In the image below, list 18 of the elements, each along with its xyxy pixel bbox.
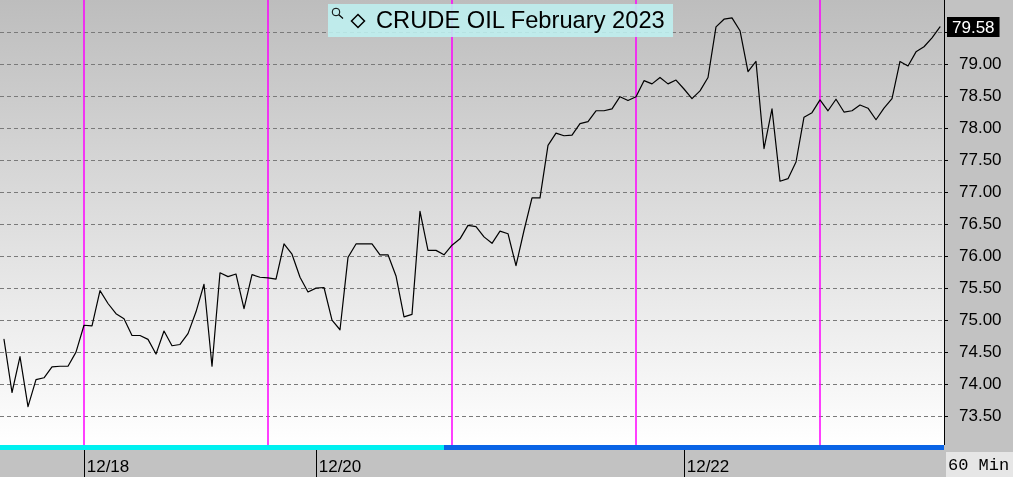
text: 79.58 — [952, 17, 995, 37]
y-tick-label: 76.00 — [959, 245, 1002, 265]
y-tick-label: 74.50 — [959, 341, 1002, 361]
y-tick-label: 77.50 — [959, 149, 1002, 169]
chart-title: CRUDE OIL February 2023 — [376, 7, 665, 34]
y-tick-label: 79.00 — [959, 53, 1002, 73]
x-tick-label: 12/20 — [318, 456, 362, 476]
x-tick-label: 12/18 — [86, 456, 130, 476]
y-tick-label: 77.00 — [959, 181, 1002, 201]
y-tick-label: 73.50 — [959, 405, 1002, 425]
x-tick-label: 12/22 — [686, 456, 730, 476]
y-tick-label: 75.00 — [959, 309, 1002, 329]
y-tick-label: 78.00 — [959, 117, 1002, 137]
y-tick-label: 74.00 — [959, 373, 1002, 393]
y-tick-label: 75.50 — [959, 277, 1002, 297]
y-tick-label: 78.50 — [959, 85, 1002, 105]
y-tick-label: 76.50 — [959, 213, 1002, 233]
text: 60 Min — [948, 456, 1010, 475]
